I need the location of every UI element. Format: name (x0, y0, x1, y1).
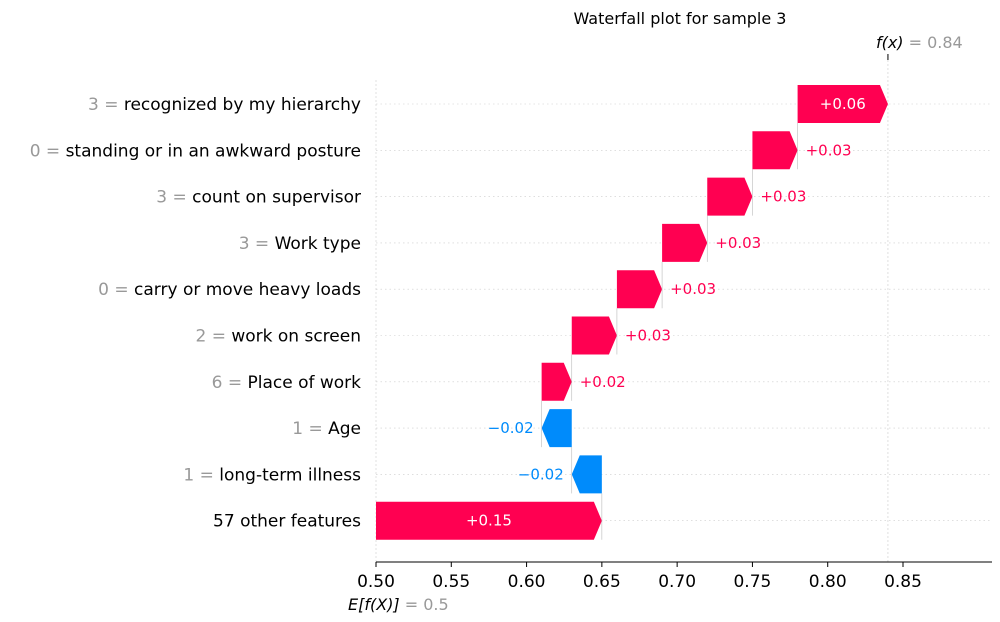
fx-symbol: f(x) (876, 33, 904, 52)
feature-name: Place of work (247, 373, 361, 393)
bar-value-label: +0.15 (466, 512, 512, 530)
x-tick-label: 0.75 (733, 572, 771, 592)
feature-name: standing or in an awkward posture (66, 141, 361, 161)
feature-name: count on supervisor (192, 188, 361, 208)
bar-value-label: +0.03 (760, 188, 806, 206)
feature-label: 0 = carry or move heavy loads (98, 280, 361, 300)
bar-value-label: +0.03 (625, 327, 671, 345)
feature-value: 3 = (156, 188, 192, 208)
annotations: f(x) = 0.84 E[f(X)] = 0.5 (348, 33, 963, 614)
feature-name: carry or move heavy loads (134, 280, 361, 300)
feature-name: Work type (275, 234, 361, 254)
positive-bar (707, 177, 753, 216)
positive-bar (662, 223, 708, 262)
positive-bar (541, 362, 572, 401)
positive-bar (797, 85, 888, 123)
feature-value: 2 = (195, 327, 231, 347)
feature-name: long-term illness (219, 465, 361, 485)
feature-name: recognized by my hierarchy (124, 95, 361, 115)
feature-value: 1 = (292, 419, 328, 439)
base-value-annotation: E[f(X)] = 0.5 (348, 595, 449, 614)
positive-bar (376, 501, 602, 540)
feature-value: 0 = (98, 280, 134, 300)
feature-name: 57 other features (213, 512, 361, 532)
x-tick-label: 0.80 (809, 572, 847, 592)
x-tick-label: 0.60 (508, 572, 546, 592)
x-tick-label: 0.50 (357, 572, 395, 592)
feature-value: 3 = (239, 234, 275, 254)
feature-name: Age (328, 419, 361, 439)
bar-value-label: +0.02 (580, 373, 626, 391)
ex-symbol: E[f(X)] (348, 595, 400, 614)
bar-value-label: −0.02 (488, 419, 534, 437)
output-value-annotation: f(x) = 0.84 (876, 33, 963, 52)
feature-value: 3 = (88, 95, 124, 115)
x-tick-label: 0.70 (658, 572, 696, 592)
bar-value-label: +0.03 (715, 234, 761, 252)
bar-value-label: +0.06 (820, 95, 866, 113)
base-value: = 0.5 (400, 595, 449, 614)
feature-label: 3 = count on supervisor (156, 188, 361, 208)
feature-label: 3 = recognized by my hierarchy (88, 95, 361, 115)
chart-title: Waterfall plot for sample 3 (574, 9, 787, 28)
bar-value-label: +0.03 (806, 141, 852, 159)
feature-label: 1 = Age (292, 419, 361, 439)
negative-bar (541, 409, 572, 448)
feature-label: 2 = work on screen (195, 327, 361, 347)
x-tick-label: 0.85 (884, 572, 922, 592)
feature-label: 3 = Work type (239, 234, 361, 254)
bars: +0.06 +0.03 +0.03 +0.03 +0.03 +0.03 +0.02 −0.02… (375, 56, 889, 562)
feature-value: 1 = (183, 465, 219, 485)
negative-bar (571, 455, 602, 494)
feature-label: 1 = long-term illness (183, 465, 361, 485)
x-axis: 0.50 0.55 0.60 0.65 0.70 0.75 0.80 0.85 (357, 561, 992, 592)
output-value: = 0.84 (904, 33, 963, 52)
positive-bar (616, 270, 663, 309)
positive-bar (571, 316, 617, 355)
positive-bar (752, 131, 798, 170)
feature-value: 6 = (212, 373, 248, 393)
feature-value: 0 = (30, 141, 66, 161)
bar-value-label: −0.02 (518, 465, 564, 483)
x-tick-label: 0.65 (583, 572, 621, 592)
feature-label: 0 = standing or in an awkward posture (30, 141, 361, 161)
feature-label: 6 = Place of work (212, 373, 362, 393)
x-tick-label: 0.55 (432, 572, 470, 592)
bar-value-label: +0.03 (670, 280, 716, 298)
feature-name: work on screen (231, 327, 361, 347)
feature-label: 57 other features (213, 512, 361, 532)
feature-rows: 3 = recognized by my hierarchy 0 = standi… (30, 95, 990, 532)
